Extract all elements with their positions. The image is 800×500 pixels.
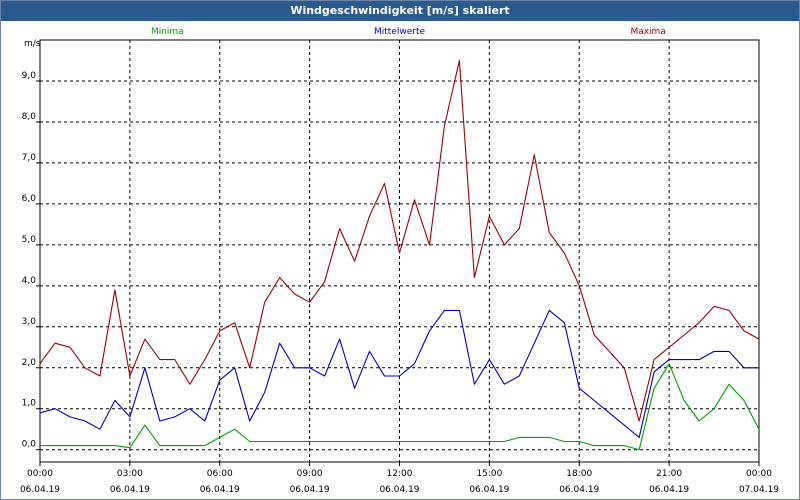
y-tick-label: 6,0 (22, 194, 37, 204)
y-tick-label: 4,0 (22, 276, 37, 286)
x-tick-time: 18:00 (566, 469, 592, 479)
y-tick-label: 7,0 (22, 153, 37, 163)
legend-entry: Maxima (630, 27, 665, 37)
x-tick-date: 06.04.19 (469, 485, 509, 495)
x-tick-date: 06.04.19 (290, 485, 330, 495)
y-tick-label: 3,0 (22, 317, 37, 327)
x-tick-time: 09:00 (297, 469, 323, 479)
x-tick-date: 06.04.19 (200, 485, 240, 495)
legend-entry: Mittelwerte (374, 27, 425, 37)
x-tick-time: 00:00 (746, 469, 772, 479)
x-tick-time: 15:00 (476, 469, 502, 479)
y-tick-label: 1,0 (22, 399, 37, 409)
x-tick-date: 06.04.19 (20, 485, 60, 495)
x-tick-date: 07.04.19 (739, 485, 779, 495)
x-tick-date: 06.04.19 (110, 485, 150, 495)
x-tick-time: 03:00 (117, 469, 143, 479)
x-tick-time: 21:00 (656, 469, 682, 479)
axis-ticks: 0,0 1,0 2,0 3,0 4,0 5,0 6,0 7,0 8,0 9,0 00:00 06.04… (20, 71, 779, 495)
legend: Minima Mittelwerte Maxima (151, 27, 666, 37)
y-tick-label: 0,0 (22, 440, 37, 450)
y-tick-label: 9,0 (22, 71, 37, 81)
series-line-minima (40, 363, 760, 451)
x-tick-time: 06:00 (207, 469, 233, 479)
x-tick-time: 12:00 (387, 469, 413, 479)
series (39, 59, 760, 451)
y-tick-label: 2,0 (22, 358, 37, 368)
chart-title: Windgeschwindigkeit [m/s] skaliert (1, 1, 799, 21)
y-axis-label: m/s (24, 39, 41, 49)
series-line-maxima (39, 59, 760, 422)
series-line-mittelwerte (39, 309, 759, 438)
x-tick-date: 06.04.19 (379, 485, 419, 495)
legend-entry: Minima (151, 27, 184, 37)
y-tick-label: 5,0 (22, 235, 37, 245)
x-tick-date: 06.04.19 (649, 485, 689, 495)
x-tick-date: 06.04.19 (559, 485, 599, 495)
x-tick-time: 00:00 (27, 469, 53, 479)
y-tick-label: 8,0 (22, 112, 37, 122)
